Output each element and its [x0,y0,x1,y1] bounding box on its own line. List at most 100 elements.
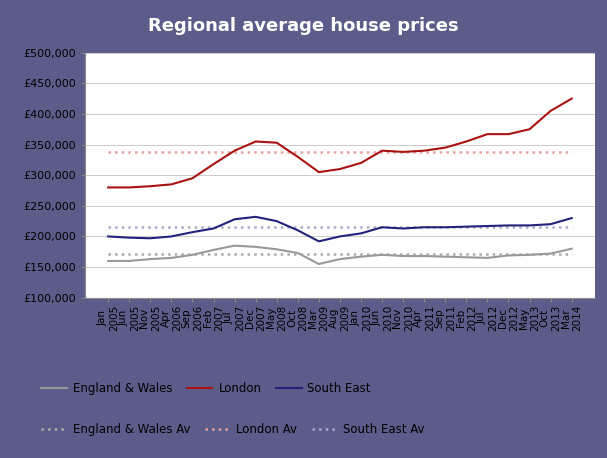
England & Wales Av [294,251,302,257]
England & Wales Av [568,251,575,257]
England & Wales [378,252,385,257]
South East [484,224,491,229]
South East [547,222,554,227]
England & Wales Av [126,251,133,257]
London [526,126,533,132]
South East [526,223,533,228]
London Av [484,149,491,155]
London [463,139,470,144]
England & Wales Av [252,251,259,257]
England & Wales Av [147,251,154,257]
England & Wales [147,256,154,262]
London Av [399,149,407,155]
England & Wales Av [378,251,385,257]
London [210,161,217,167]
England & Wales [126,258,133,264]
London Av [315,149,322,155]
South East [168,234,175,239]
South East [231,217,238,222]
England & Wales [315,261,322,267]
London [294,154,302,159]
London Av [168,149,175,155]
London [568,96,575,101]
London Av [421,149,428,155]
London [378,148,385,153]
England & Wales Av [273,251,280,257]
London Av [378,149,385,155]
London Av [526,149,533,155]
South East [104,234,112,239]
South East [210,226,217,231]
South East Av [442,224,449,230]
London [315,169,322,175]
London [442,145,449,150]
England & Wales Av [210,251,217,257]
London [273,140,280,146]
England & Wales [294,250,302,256]
England & Wales [505,253,512,258]
South East Av [421,224,428,230]
London Av [252,149,259,155]
South East [252,214,259,219]
London [358,160,365,166]
London [126,185,133,190]
England & Wales [442,254,449,259]
South East Av [315,224,322,230]
South East Av [147,224,154,230]
South East Av [126,224,133,230]
South East [568,215,575,221]
England & Wales [189,252,196,257]
England & Wales [273,246,280,252]
Legend: England & Wales, London, South East: England & Wales, London, South East [36,377,376,399]
England & Wales [484,255,491,261]
England & Wales Av [484,251,491,257]
South East Av [484,224,491,230]
South East Av [358,224,365,230]
South East Av [526,224,533,230]
South East Av [505,224,512,230]
England & Wales [399,253,407,259]
England & Wales [252,244,259,250]
South East [147,235,154,241]
England & Wales Av [104,251,112,257]
South East Av [252,224,259,230]
Text: Regional average house prices: Regional average house prices [148,17,459,35]
South East [378,224,385,230]
South East [189,229,196,235]
London Av [210,149,217,155]
South East [315,239,322,244]
London [505,131,512,137]
South East Av [463,224,470,230]
London [231,148,238,153]
England & Wales [231,243,238,248]
England & Wales [547,251,554,256]
South East [505,223,512,228]
South East Av [294,224,302,230]
London Av [442,149,449,155]
England & Wales [104,258,112,264]
London Av [547,149,554,155]
England & Wales Av [526,251,533,257]
England & Wales [526,252,533,257]
London [336,166,344,172]
London [104,185,112,190]
South East [336,234,344,239]
South East Av [231,224,238,230]
South East Av [168,224,175,230]
England & Wales Av [442,251,449,257]
England & Wales [568,246,575,251]
London [484,131,491,137]
England & Wales [210,247,217,253]
South East [273,218,280,224]
England & Wales Av [547,251,554,257]
England & Wales [358,254,365,259]
England & Wales [463,255,470,260]
South East Av [568,224,575,230]
London Av [147,149,154,155]
South East Av [273,224,280,230]
South East Av [189,224,196,230]
England & Wales Av [189,251,196,257]
South East [358,231,365,236]
England & Wales Av [315,251,322,257]
Legend: England & Wales Av, London Av, South East Av: England & Wales Av, London Av, South Eas… [36,418,430,441]
